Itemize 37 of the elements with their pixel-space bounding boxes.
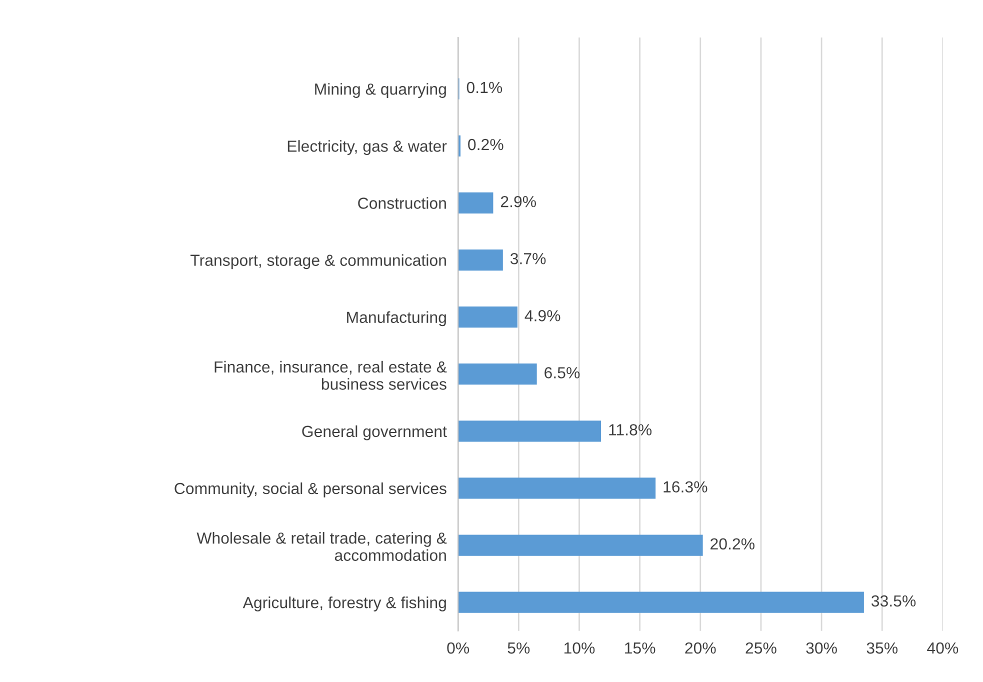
bar [458,420,602,442]
data-label: 33.5% [872,595,916,607]
x-tick-label: 15% [625,642,656,654]
data-label: 11.8% [609,424,652,436]
bar [458,306,518,328]
y-tick-label: Community, social & personal services [174,482,446,498]
data-label: 20.2% [710,538,754,550]
bar [458,192,494,214]
x-tick-label: 20% [685,642,716,654]
data-label: 16.3% [664,481,708,493]
y-tick-label: Agriculture, forestry & fishing [242,596,446,612]
y-tick-label: Finance, insurance, real estate & business services [214,360,447,390]
bar [458,478,656,499]
data-label: 3.7% [510,252,546,264]
data-label: 0.1% [466,82,502,94]
x-tick-label: 0% [447,642,470,654]
bar [458,592,864,613]
y-tick-label: Wholesale & retail trade, catering & accommodation [196,532,447,561]
bar [458,249,503,271]
bar [458,364,537,385]
x-tick-label: 40% [927,642,958,654]
y-tick-label: Manufacturing [347,311,446,326]
data-label: 6.5% [544,367,580,378]
x-tick-label: 25% [746,642,776,654]
y-tick-label: Transport, storage & communication [190,254,446,270]
y-tick-label: Electricity, gas & water [288,140,447,156]
bar [458,534,703,556]
data-label: 0.2% [468,138,504,150]
data-label: 2.9% [500,196,536,208]
x-tick-label: 30% [806,642,837,654]
x-tick-label: 35% [866,642,898,654]
y-tick-label: General government [302,425,447,440]
y-tick-label: Mining & quarrying [315,83,446,98]
data-label: 4.9% [524,310,560,322]
y-tick-label: Construction [358,197,446,209]
x-tick-label: 10% [564,642,595,654]
x-tick-label: 5% [508,642,530,654]
